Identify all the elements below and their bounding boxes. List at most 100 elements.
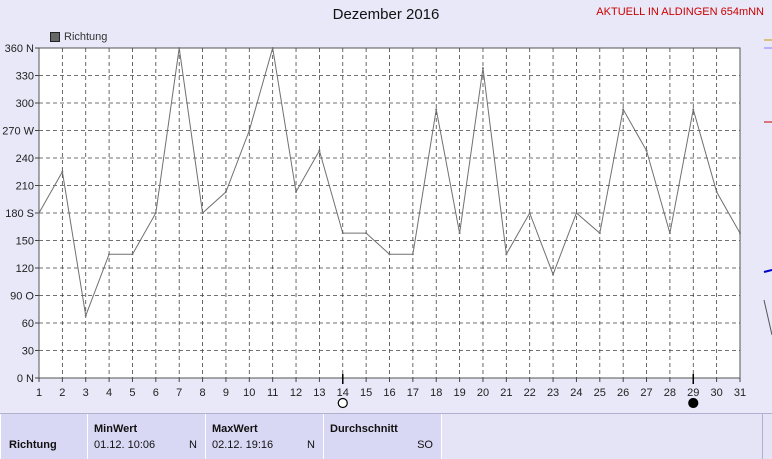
x-tick-label: 14: [337, 387, 349, 399]
data-point: [598, 232, 601, 235]
avg-header: Durchschnitt: [330, 423, 398, 435]
x-tick-label: 21: [500, 387, 512, 399]
x-tick-label: 20: [477, 387, 489, 399]
x-tick-label: 19: [453, 387, 465, 399]
data-point: [341, 232, 344, 235]
x-tick-label: 6: [153, 387, 159, 399]
legend-swatch: [50, 32, 60, 42]
data-point: [365, 232, 368, 235]
x-tick-label: 1: [36, 387, 42, 399]
legend-label: Richtung: [64, 31, 108, 43]
x-tick-label: 10: [243, 387, 255, 399]
data-point: [108, 253, 111, 256]
data-point: [739, 232, 741, 235]
data-series: [38, 47, 741, 409]
data-point: [224, 190, 227, 193]
data-point: [388, 253, 391, 256]
station-label: AKTUELL IN ALDINGEN 654mNN: [596, 6, 764, 18]
data-point: [692, 108, 695, 111]
avg-direction: SO: [417, 439, 433, 451]
y-tick-label: 0 N: [17, 373, 34, 385]
y-tick-label: 210: [16, 181, 34, 193]
chart-title: Dezember 2016: [332, 6, 440, 23]
x-tick-label: 30: [711, 387, 723, 399]
y-tick-label: 30: [22, 346, 34, 358]
data-point: [552, 273, 555, 276]
x-tick-label: 4: [106, 387, 112, 399]
data-point: [668, 232, 671, 235]
x-tick-label: 26: [617, 387, 629, 399]
x-tick-label: 13: [313, 387, 325, 399]
y-tick-label: 180 S: [5, 208, 34, 220]
empty-cell: [441, 414, 763, 459]
data-point: [411, 253, 414, 256]
x-tick-label: 16: [383, 387, 395, 399]
summary-table: Richtung MinWert 01.12. 10:06 N MaxWert …: [0, 413, 772, 459]
y-tick-label: 150: [16, 236, 34, 248]
data-point: [481, 67, 484, 70]
data-point: [528, 212, 531, 214]
data-point: [154, 212, 157, 214]
data-point: [575, 212, 578, 214]
min-cell: MinWert 01.12. 10:06 N: [87, 414, 206, 459]
x-tick-label: 27: [640, 387, 652, 399]
data-point: [131, 253, 134, 256]
min-direction: N: [189, 439, 197, 451]
data-point: [622, 108, 625, 111]
right-edge-markers: [763, 39, 772, 336]
grid: [39, 48, 740, 378]
y-tick-label: 270 W: [2, 126, 34, 138]
x-tick-label: 2: [59, 387, 65, 399]
x-tick-label: 15: [360, 387, 372, 399]
x-tick-label: 11: [267, 387, 278, 399]
x-tick-label: 22: [524, 387, 536, 399]
x-tick-label: 8: [200, 387, 206, 399]
avg-cell: Durchschnitt SO: [323, 414, 442, 459]
x-tick-label: 29: [687, 387, 699, 399]
x-tick-label: 28: [664, 387, 676, 399]
x-tick-label: 31: [734, 387, 746, 399]
data-point: [248, 129, 251, 132]
x-tick-label: 7: [176, 387, 182, 399]
data-point: [38, 212, 40, 214]
data-point: [201, 212, 204, 214]
x-tick-label: 3: [83, 387, 89, 399]
data-point: [715, 190, 718, 193]
x-tick-label: 18: [430, 387, 442, 399]
x-tick-label: 9: [223, 387, 229, 399]
max-value: 02.12. 19:16: [212, 439, 274, 451]
max-direction: N: [307, 439, 315, 451]
data-point: [645, 149, 648, 152]
data-point: [435, 108, 438, 111]
y-tick-label: 90 O: [10, 291, 34, 303]
x-tick-label: 17: [407, 387, 419, 399]
data-point: [458, 232, 461, 235]
data-point: [178, 47, 181, 49]
data-point: [84, 314, 87, 317]
legend: Richtung: [50, 31, 107, 43]
data-point: [271, 47, 274, 49]
min-value: 01.12. 10:06: [94, 439, 156, 451]
new-moon-icon: [688, 397, 699, 409]
data-point: [295, 190, 298, 193]
y-tick-label: 330: [16, 71, 34, 83]
min-header: MinWert: [94, 423, 138, 435]
data-point: [61, 170, 64, 173]
y-tick-label: 360 N: [5, 43, 34, 55]
y-tick-label: 240: [16, 153, 34, 165]
x-tick-label: 25: [594, 387, 606, 399]
data-point: [318, 149, 321, 152]
row-label-cell: Richtung: [0, 414, 88, 459]
x-tick-label: 23: [547, 387, 559, 399]
row-label: Richtung: [9, 439, 57, 451]
y-tick-label: 120: [16, 263, 34, 275]
y-tick-label: 60: [22, 318, 34, 330]
data-point: [505, 253, 508, 256]
x-tick-label: 5: [129, 387, 135, 399]
max-cell: MaxWert 02.12. 19:16 N: [205, 414, 324, 459]
max-header: MaxWert: [212, 423, 258, 435]
x-tick-label: 24: [570, 387, 582, 399]
x-tick-label: 12: [290, 387, 302, 399]
